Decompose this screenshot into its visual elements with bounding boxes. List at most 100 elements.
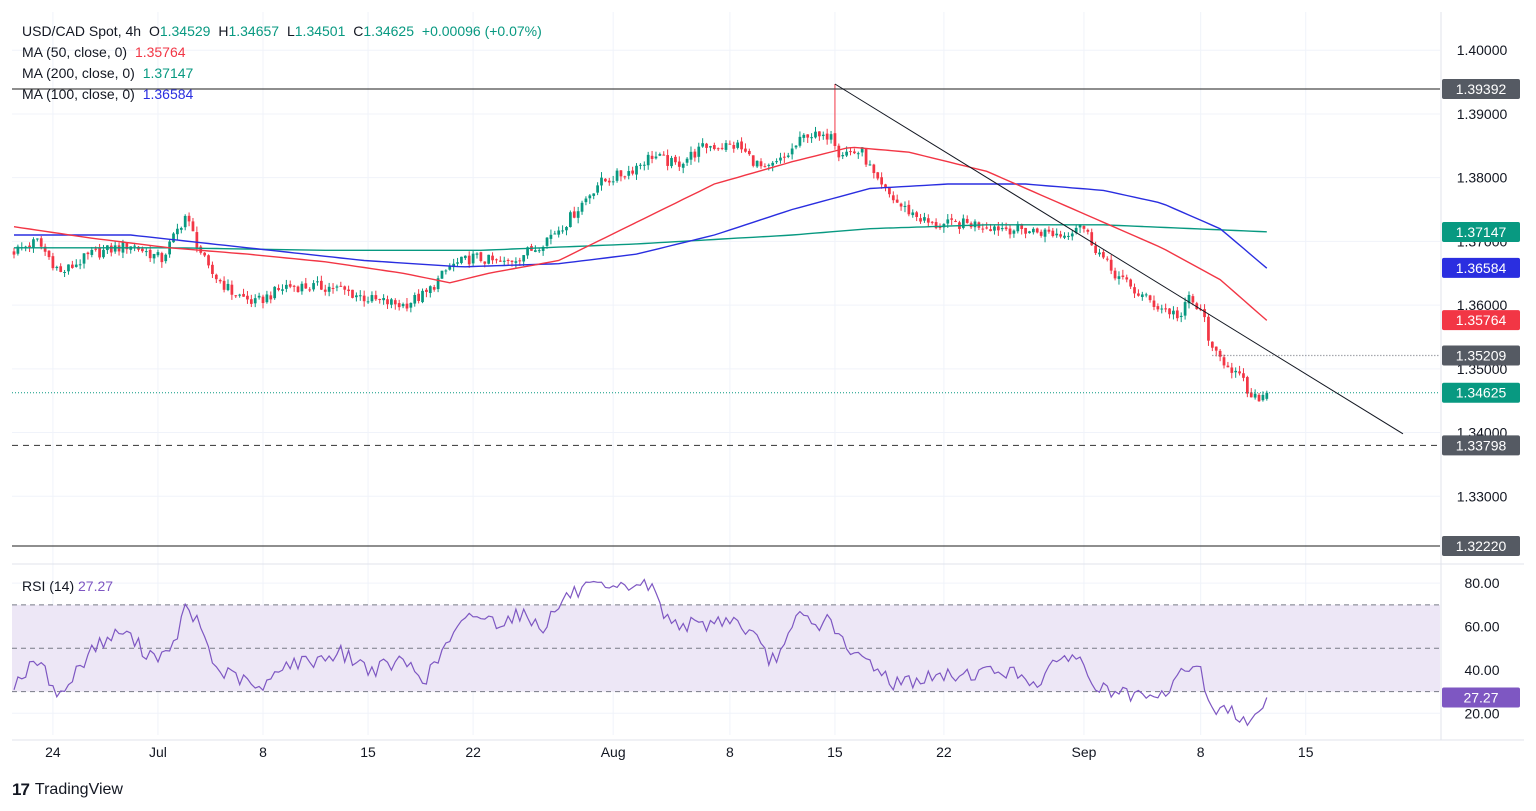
candle-up xyxy=(16,246,20,254)
level-badge-bg xyxy=(1442,78,1520,99)
candle-down xyxy=(351,289,354,298)
candle-up xyxy=(1016,223,1020,232)
candle-up xyxy=(596,185,599,193)
ma-badge-bg xyxy=(1442,222,1520,243)
candle-down xyxy=(825,133,829,140)
candle-down xyxy=(1168,308,1171,315)
candle-up xyxy=(821,134,825,137)
candle-down xyxy=(926,218,930,223)
candle-down xyxy=(479,252,483,262)
candle-up xyxy=(502,260,506,262)
candle-down xyxy=(222,280,226,290)
candle-down xyxy=(981,228,985,230)
candle-up xyxy=(829,134,833,140)
candle-down xyxy=(1129,279,1132,287)
y-tick-label: 1.33000 xyxy=(1457,488,1508,504)
candle-down xyxy=(331,287,335,289)
candle-up xyxy=(526,247,529,256)
ma-badge-text: 1.35764 xyxy=(1456,312,1507,328)
candle-down xyxy=(872,164,876,174)
candle-up xyxy=(1253,393,1257,398)
candle-up xyxy=(993,226,996,231)
candle-up xyxy=(428,286,432,294)
candle-up xyxy=(284,284,288,289)
candle-up xyxy=(790,148,794,155)
ma100-legend-value: 1.36584 xyxy=(142,86,194,102)
candle-up xyxy=(82,253,86,264)
candle-up xyxy=(786,155,790,157)
candle-up xyxy=(1000,228,1004,230)
candle-down xyxy=(94,248,98,250)
rsi-badge-text: 27.27 xyxy=(1463,690,1498,706)
candle-up xyxy=(642,164,646,166)
candle-down xyxy=(59,266,63,272)
candle-down xyxy=(1113,270,1117,279)
ma100-legend[interactable]: MA (100, close, 0) 1.36584 xyxy=(22,85,197,103)
candle-up xyxy=(1265,392,1269,399)
low-label: L xyxy=(286,23,295,39)
candle-down xyxy=(693,151,697,158)
candle-up xyxy=(436,278,440,290)
candle-down xyxy=(425,289,428,292)
candle-up xyxy=(316,281,319,283)
candle-down xyxy=(125,242,129,250)
candle-up xyxy=(798,136,802,146)
candle-down xyxy=(518,260,522,262)
candle-up xyxy=(514,261,518,263)
candle-down xyxy=(1121,275,1125,277)
candle-down xyxy=(907,204,911,215)
candle-down xyxy=(818,131,821,137)
candle-down xyxy=(763,166,767,168)
candle-up xyxy=(176,228,179,235)
candle-up xyxy=(226,283,230,291)
last-price-badge-text: 1.34625 xyxy=(1456,385,1507,401)
candle-down xyxy=(899,203,903,207)
candle-down xyxy=(662,154,666,156)
candle-up xyxy=(771,162,775,166)
rsi-legend[interactable]: RSI (14) 27.27 xyxy=(22,578,113,594)
candle-down xyxy=(1226,365,1230,368)
candle-down xyxy=(491,255,494,261)
candle-up xyxy=(658,154,662,156)
candle-down xyxy=(323,289,327,292)
candle-up xyxy=(327,286,331,292)
y-tick-label: 1.39000 xyxy=(1457,106,1508,122)
candle-up xyxy=(541,246,545,251)
candle-up xyxy=(90,249,94,255)
candle-down xyxy=(242,293,245,297)
candle-up xyxy=(1032,228,1035,233)
ma200-legend[interactable]: MA (200, close, 0) 1.37147 xyxy=(22,64,197,82)
candle-down xyxy=(880,177,883,185)
ma50-line xyxy=(13,146,1268,321)
candle-down xyxy=(720,147,724,149)
candle-down xyxy=(249,299,253,304)
candle-up xyxy=(724,143,728,150)
candle-down xyxy=(1133,287,1136,294)
candle-up xyxy=(273,286,277,299)
candle-up xyxy=(1063,235,1066,238)
ma50-legend-label: MA (50, close, 0) xyxy=(22,44,128,60)
candle-up xyxy=(238,294,242,296)
ma100-legend-label: MA (100, close, 0) xyxy=(22,86,135,102)
low-value: 1.34501 xyxy=(294,23,346,39)
candle-down xyxy=(1218,350,1222,357)
candle-down xyxy=(919,218,922,222)
candle-down xyxy=(1008,228,1012,235)
ma50-legend[interactable]: MA (50, close, 0) 1.35764 xyxy=(22,43,190,61)
tradingview-logo[interactable]: 17 TradingView xyxy=(12,780,123,800)
candle-down xyxy=(417,293,420,301)
ohlc-legend: USD/CAD Spot, 4h O1.34529 H1.34657 L1.34… xyxy=(22,22,546,40)
ma200-line xyxy=(14,224,1267,252)
candle-down xyxy=(650,155,654,159)
level-badge-bg xyxy=(1442,435,1520,456)
candle-up xyxy=(265,294,269,303)
candle-up xyxy=(946,219,950,224)
candle-up xyxy=(55,266,59,269)
candle-down xyxy=(261,296,265,304)
candle-down xyxy=(1156,306,1160,310)
rsi-tick-label: 60.00 xyxy=(1464,619,1499,635)
candle-down xyxy=(498,260,502,262)
candle-up xyxy=(67,264,70,272)
candle-up xyxy=(580,202,584,212)
